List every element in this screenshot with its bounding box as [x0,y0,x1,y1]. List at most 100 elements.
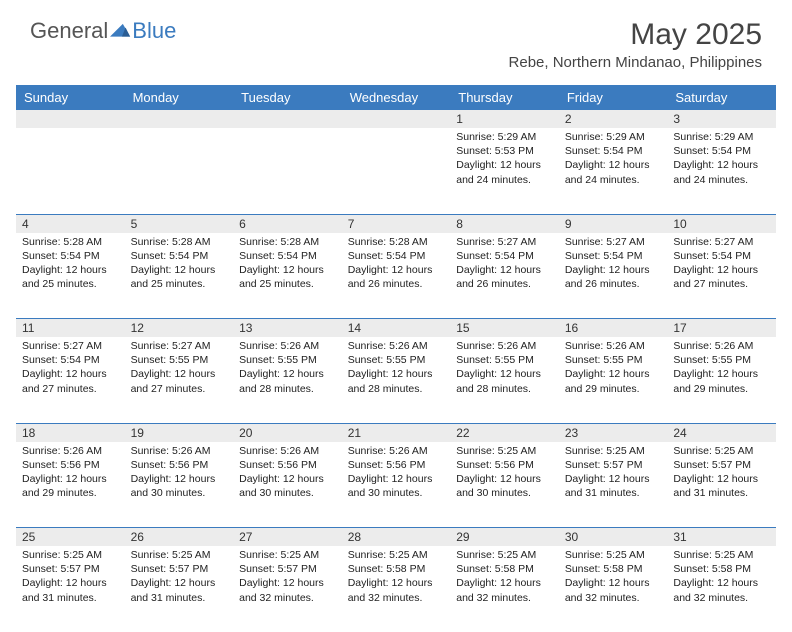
day-number-cell: 9 [559,214,668,233]
day-details: Sunrise: 5:29 AMSunset: 5:53 PMDaylight:… [450,128,559,191]
daynum-row: 18192021222324 [16,423,776,442]
daylight-text: Daylight: 12 hours and 31 minutes. [131,576,228,604]
day-number-cell [233,110,342,128]
sunset-text: Sunset: 5:54 PM [348,249,445,263]
day-number-cell: 13 [233,319,342,338]
day-number-cell: 29 [450,528,559,547]
day-details: Sunrise: 5:25 AMSunset: 5:58 PMDaylight:… [450,546,559,609]
day-number-cell: 12 [125,319,234,338]
day-details: Sunrise: 5:28 AMSunset: 5:54 PMDaylight:… [233,233,342,296]
sunrise-text: Sunrise: 5:25 AM [348,548,445,562]
day-details: Sunrise: 5:27 AMSunset: 5:55 PMDaylight:… [125,337,234,400]
day-number-cell: 3 [667,110,776,128]
day-cell: Sunrise: 5:27 AMSunset: 5:54 PMDaylight:… [667,233,776,319]
day-details: Sunrise: 5:25 AMSunset: 5:57 PMDaylight:… [233,546,342,609]
sunset-text: Sunset: 5:54 PM [131,249,228,263]
sunrise-text: Sunrise: 5:25 AM [565,444,662,458]
sunrise-text: Sunrise: 5:28 AM [22,235,119,249]
day-number-cell: 4 [16,214,125,233]
sunset-text: Sunset: 5:56 PM [131,458,228,472]
sunrise-text: Sunrise: 5:27 AM [673,235,770,249]
sunset-text: Sunset: 5:54 PM [565,249,662,263]
daylight-text: Daylight: 12 hours and 24 minutes. [673,158,770,186]
day-number-cell: 2 [559,110,668,128]
day-cell: Sunrise: 5:28 AMSunset: 5:54 PMDaylight:… [16,233,125,319]
day-cell: Sunrise: 5:25 AMSunset: 5:57 PMDaylight:… [667,442,776,528]
day-cell: Sunrise: 5:26 AMSunset: 5:56 PMDaylight:… [342,442,451,528]
sunrise-text: Sunrise: 5:25 AM [456,444,553,458]
day-cell: Sunrise: 5:28 AMSunset: 5:54 PMDaylight:… [233,233,342,319]
day-cell: Sunrise: 5:25 AMSunset: 5:58 PMDaylight:… [667,546,776,632]
day-details: Sunrise: 5:29 AMSunset: 5:54 PMDaylight:… [667,128,776,191]
sunset-text: Sunset: 5:55 PM [131,353,228,367]
sunset-text: Sunset: 5:56 PM [348,458,445,472]
sunset-text: Sunset: 5:56 PM [239,458,336,472]
sunrise-text: Sunrise: 5:29 AM [456,130,553,144]
sunset-text: Sunset: 5:54 PM [22,353,119,367]
day-details: Sunrise: 5:26 AMSunset: 5:56 PMDaylight:… [233,442,342,505]
daylight-text: Daylight: 12 hours and 32 minutes. [673,576,770,604]
daylight-text: Daylight: 12 hours and 25 minutes. [239,263,336,291]
day-header: Friday [559,85,668,110]
sunset-text: Sunset: 5:54 PM [22,249,119,263]
day-cell: Sunrise: 5:26 AMSunset: 5:56 PMDaylight:… [233,442,342,528]
day-details: Sunrise: 5:25 AMSunset: 5:56 PMDaylight:… [450,442,559,505]
day-details: Sunrise: 5:25 AMSunset: 5:58 PMDaylight:… [342,546,451,609]
day-cell: Sunrise: 5:25 AMSunset: 5:57 PMDaylight:… [16,546,125,632]
day-details: Sunrise: 5:26 AMSunset: 5:55 PMDaylight:… [450,337,559,400]
day-cell: Sunrise: 5:29 AMSunset: 5:53 PMDaylight:… [450,128,559,214]
day-number-cell: 28 [342,528,451,547]
sunset-text: Sunset: 5:55 PM [456,353,553,367]
sunrise-text: Sunrise: 5:26 AM [239,339,336,353]
day-number-cell: 18 [16,423,125,442]
daynum-row: 123 [16,110,776,128]
day-number-cell: 21 [342,423,451,442]
day-number-cell: 31 [667,528,776,547]
day-details: Sunrise: 5:25 AMSunset: 5:58 PMDaylight:… [667,546,776,609]
brand-part2: Blue [132,18,176,44]
day-details: Sunrise: 5:29 AMSunset: 5:54 PMDaylight:… [559,128,668,191]
day-details: Sunrise: 5:25 AMSunset: 5:57 PMDaylight:… [16,546,125,609]
day-number-cell [342,110,451,128]
sunset-text: Sunset: 5:57 PM [673,458,770,472]
day-number-cell: 1 [450,110,559,128]
day-cell: Sunrise: 5:27 AMSunset: 5:54 PMDaylight:… [559,233,668,319]
daylight-text: Daylight: 12 hours and 29 minutes. [22,472,119,500]
day-number-cell: 30 [559,528,668,547]
day-details: Sunrise: 5:27 AMSunset: 5:54 PMDaylight:… [667,233,776,296]
daylight-text: Daylight: 12 hours and 32 minutes. [239,576,336,604]
day-details: Sunrise: 5:26 AMSunset: 5:55 PMDaylight:… [559,337,668,400]
sunset-text: Sunset: 5:54 PM [673,249,770,263]
sunrise-text: Sunrise: 5:25 AM [673,444,770,458]
day-cell: Sunrise: 5:26 AMSunset: 5:56 PMDaylight:… [16,442,125,528]
sunset-text: Sunset: 5:55 PM [565,353,662,367]
day-header: Thursday [450,85,559,110]
sunset-text: Sunset: 5:55 PM [348,353,445,367]
day-number-cell: 7 [342,214,451,233]
day-details: Sunrise: 5:28 AMSunset: 5:54 PMDaylight:… [16,233,125,296]
daylight-text: Daylight: 12 hours and 26 minutes. [456,263,553,291]
sunrise-text: Sunrise: 5:25 AM [22,548,119,562]
daylight-text: Daylight: 12 hours and 32 minutes. [565,576,662,604]
day-number-cell: 10 [667,214,776,233]
day-details: Sunrise: 5:27 AMSunset: 5:54 PMDaylight:… [450,233,559,296]
sunrise-text: Sunrise: 5:29 AM [673,130,770,144]
sunrise-text: Sunrise: 5:25 AM [673,548,770,562]
details-row: Sunrise: 5:29 AMSunset: 5:53 PMDaylight:… [16,128,776,214]
day-number-cell: 19 [125,423,234,442]
day-number-cell: 23 [559,423,668,442]
sunrise-text: Sunrise: 5:27 AM [456,235,553,249]
sunset-text: Sunset: 5:54 PM [456,249,553,263]
day-details: Sunrise: 5:25 AMSunset: 5:57 PMDaylight:… [667,442,776,505]
day-cell: Sunrise: 5:28 AMSunset: 5:54 PMDaylight:… [342,233,451,319]
daylight-text: Daylight: 12 hours and 29 minutes. [673,367,770,395]
sunrise-text: Sunrise: 5:26 AM [565,339,662,353]
details-row: Sunrise: 5:28 AMSunset: 5:54 PMDaylight:… [16,233,776,319]
brand-triangle-icon [110,22,132,40]
sunrise-text: Sunrise: 5:25 AM [456,548,553,562]
header: General Blue May 2025 Rebe, Northern Min… [0,0,792,77]
daylight-text: Daylight: 12 hours and 25 minutes. [22,263,119,291]
day-number-cell: 16 [559,319,668,338]
day-cell: Sunrise: 5:26 AMSunset: 5:56 PMDaylight:… [125,442,234,528]
daynum-row: 45678910 [16,214,776,233]
